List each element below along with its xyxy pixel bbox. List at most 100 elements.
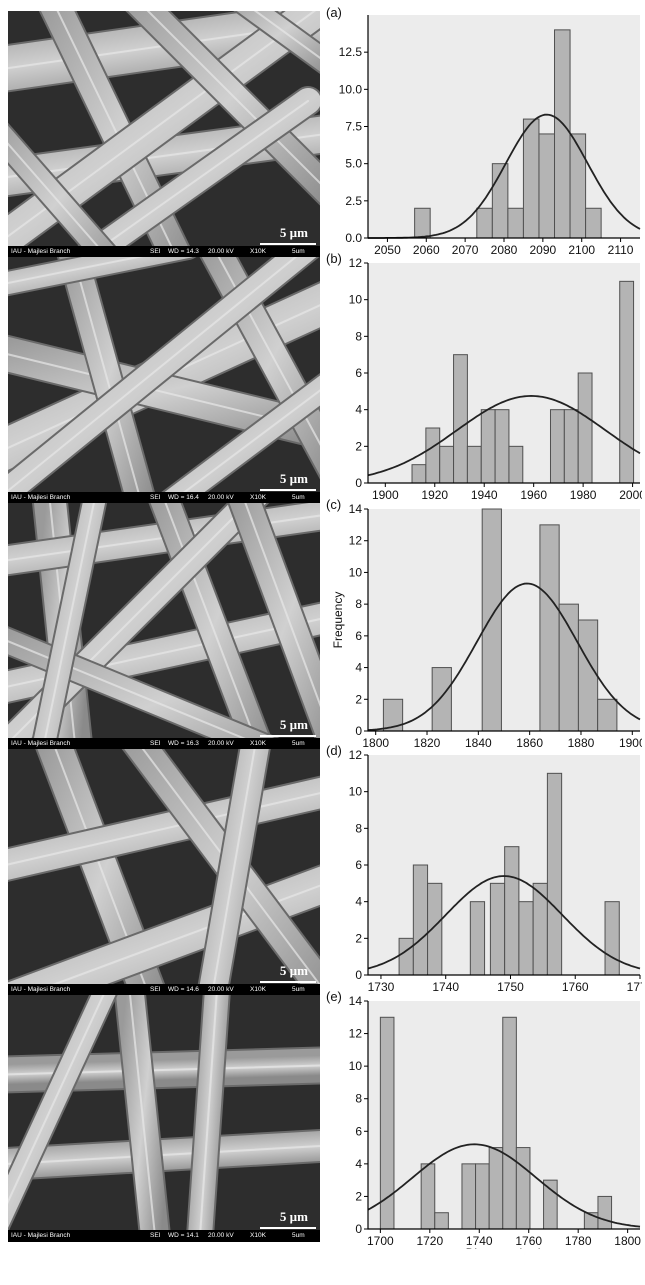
histogram-bar [469, 901, 486, 976]
panel-label: (b) [326, 251, 342, 266]
histogram-bar [546, 772, 563, 976]
histogram-bar [554, 29, 571, 239]
y-tick-label: 2 [355, 692, 362, 706]
sem-scale-bar [260, 489, 316, 491]
normal-fit-curve [367, 394, 641, 477]
x-tick-label: 1920 [421, 488, 448, 502]
y-tick-label: 2 [355, 1189, 362, 1203]
sem-fibers-graphic [8, 503, 320, 750]
normal-fit-curve [367, 1143, 641, 1228]
y-tick-label: 6 [355, 629, 362, 643]
x-tick-label: 1800 [362, 736, 389, 750]
sem-footer-mode: SEI [150, 1232, 161, 1239]
histogram-bar [481, 508, 502, 732]
sem-footer-kv: 20.00 kV [208, 494, 234, 501]
histogram-chart: 0 2 4 6 8 10 12 14 1700 1720 1740 1760 1780 1800 (e) Di… [326, 989, 641, 1249]
histogram-bar [539, 524, 560, 732]
y-tick-label: 12.5 [339, 45, 363, 59]
y-tick-label: 8 [355, 597, 362, 611]
y-tick-label: 12 [349, 534, 363, 548]
sem-footer-mode: SEI [150, 494, 161, 501]
sem-footer-mag: X10K [250, 494, 266, 501]
sem-scale-label: 5 µm [279, 471, 308, 486]
sem-footer-mag: X10K [250, 986, 266, 993]
sem-scale-bar [260, 243, 316, 245]
histogram-bar [411, 464, 427, 484]
x-tick-label: 1760 [562, 980, 589, 994]
y-axis-label: Frequency [331, 592, 345, 649]
x-tick-label: 2080 [491, 243, 518, 257]
sem-footer-wd: WD = 14.1 [168, 1232, 199, 1239]
histogram-bar [488, 1147, 504, 1230]
y-tick-label: 0.0 [345, 231, 362, 245]
y-tick-label: 2.5 [345, 194, 362, 208]
y-tick-label: 8 [355, 821, 362, 835]
y-tick-label: 10 [349, 1059, 363, 1073]
histogram-bar [412, 864, 429, 976]
x-tick-label: 1800 [614, 1234, 641, 1248]
y-tick-label: 4 [355, 1157, 362, 1171]
sem-scale-label: 5 µm [279, 225, 308, 240]
sem-footer-kv: 20.00 kV [208, 1232, 234, 1239]
histogram-chart: 0 2 4 6 8 10 12 14 1800 1820 1840 1860 1880 1900 (c) Fr… [326, 497, 642, 750]
y-tick-label: 0 [355, 968, 362, 982]
y-tick-label: 4 [355, 403, 362, 417]
histogram-bar [461, 1163, 477, 1230]
y-tick-label: 0 [355, 476, 362, 490]
sem-fibers-graphic [8, 995, 320, 1242]
x-tick-label: 1840 [465, 736, 492, 750]
sem-footer-um: 5um [292, 986, 305, 993]
histogram-bar [558, 603, 579, 732]
sem-footer-um: 5um [292, 248, 305, 255]
x-axis-label: Diameter (nm) [466, 1246, 543, 1249]
x-tick-label: 1880 [568, 736, 595, 750]
histogram-bar [563, 409, 579, 484]
y-tick-label: 6 [355, 366, 362, 380]
sem-image: 5 µm IAU - Majlesi Branch SEI WD = 16.3 20.0… [8, 503, 320, 750]
sem-scale-bar [260, 1227, 316, 1229]
histogram-bar [619, 280, 635, 484]
histogram-bar [543, 1179, 558, 1230]
sem-footer-label: IAU - Majlesi Branch [11, 494, 71, 501]
sem-image: 5 µm IAU - Majlesi Branch SEI WD = 14.1 20.0… [8, 995, 320, 1242]
x-tick-label: 1740 [432, 980, 459, 994]
y-tick-label: 12 [349, 748, 363, 762]
histogram-bar [439, 445, 455, 484]
histogram-bar [538, 133, 556, 239]
histogram-bar [597, 1195, 613, 1230]
sem-info-bar: IAU - Majlesi Branch SEI WD = 14.1 20.00 kV… [8, 1230, 320, 1242]
histogram-bar [420, 1163, 436, 1230]
histogram-bar [504, 846, 520, 976]
sem-footer-mag: X10K [250, 1232, 266, 1239]
histogram-bar [508, 445, 524, 484]
x-tick-label: 2070 [452, 243, 479, 257]
normal-fit-curve [367, 875, 641, 970]
y-tick-label: 10 [349, 565, 363, 579]
sem-footer-mag: X10K [250, 740, 266, 747]
histogram-chart: 0 2 4 6 8 10 12 1900 1920 1940 1960 1980 2000 (b) [326, 251, 642, 502]
sem-footer-label: IAU - Majlesi Branch [11, 740, 71, 747]
sem-footer-wd: WD = 16.4 [168, 494, 199, 501]
histogram-bar [515, 1147, 531, 1230]
y-tick-label: 4 [355, 895, 362, 909]
histogram-bar [585, 207, 602, 239]
sem-footer-wd: WD = 14.3 [168, 248, 199, 255]
histogram-chart: 0 2 4 6 8 10 12 1730 1740 1750 1760 1770 (d) [326, 743, 642, 994]
x-tick-label: 1900 [619, 736, 642, 750]
sem-info-bar: IAU - Majlesi Branch SEI WD = 14.3 20.00 kV… [8, 246, 320, 258]
y-tick-label: 6 [355, 1124, 362, 1138]
sem-footer-label: IAU - Majlesi Branch [11, 1232, 71, 1239]
sem-fibers-graphic [8, 11, 320, 258]
sem-image: 5 µm IAU - Majlesi Branch SEI WD = 14.6 20.0… [8, 749, 320, 996]
sem-info-bar: IAU - Majlesi Branch SEI WD = 16.4 20.00 kV… [8, 492, 320, 504]
sem-footer-mode: SEI [150, 248, 161, 255]
x-tick-label: 1730 [368, 980, 395, 994]
x-tick-label: 1820 [414, 736, 441, 750]
y-tick-label: 5.0 [345, 157, 362, 171]
histogram-bar [476, 207, 493, 239]
sem-fibers-graphic [8, 749, 320, 996]
sem-footer-kv: 20.00 kV [208, 740, 234, 747]
y-tick-label: 2 [355, 439, 362, 453]
y-tick-label: 10.0 [339, 82, 363, 96]
x-tick-label: 1700 [367, 1234, 394, 1248]
